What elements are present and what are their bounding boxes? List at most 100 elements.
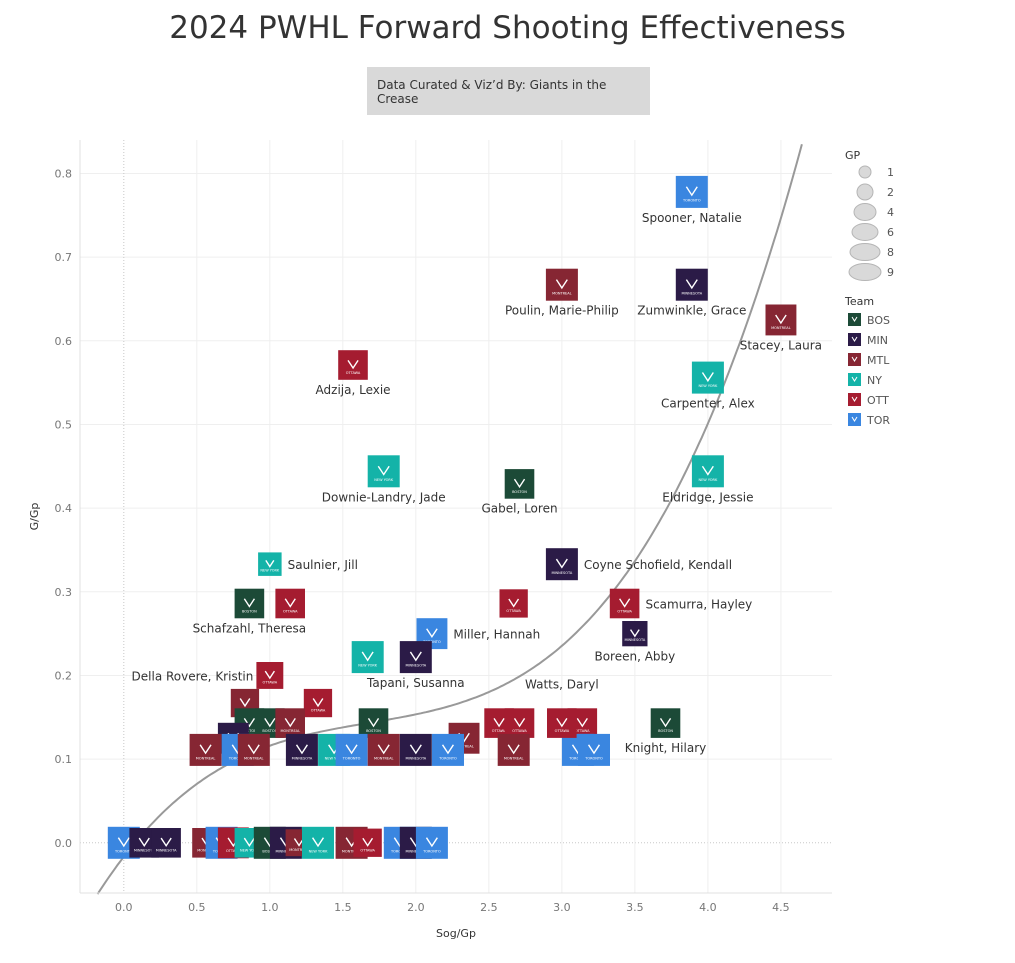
team-logo-text: TORONTO [114, 849, 133, 853]
team-logo-icon [362, 837, 374, 847]
point-label: Knight, Hilary [625, 741, 706, 755]
point-marker [399, 733, 432, 766]
team-logo-icon [513, 478, 526, 489]
point-marker [256, 662, 284, 689]
point-label: Stacey, Laura [740, 338, 822, 352]
team-logo-icon [851, 316, 858, 322]
team-logo-icon [555, 279, 568, 290]
team-logo-icon [265, 560, 275, 568]
data-point-mtl: MONTREAL [237, 733, 270, 766]
team-logo-icon [507, 744, 520, 755]
point-label: Adzija, Lexie [316, 383, 391, 397]
team-logo-icon [701, 372, 714, 383]
team-logo-text: OTTAWA [575, 729, 590, 733]
team-logo-text: TORONTO [584, 757, 603, 761]
legend-team-swatch [848, 393, 861, 406]
point-label: Poulin, Marie-Philip [505, 304, 619, 318]
data-point-ott: OTTAWA [547, 708, 577, 738]
data-point-tor: TORONTO [675, 175, 708, 208]
team-logo-text: MINNESOTA [292, 757, 313, 761]
point-marker [504, 708, 535, 738]
x-tick-label: 0.5 [188, 901, 206, 914]
grid-layer [80, 140, 832, 893]
x-tick-label: 1.0 [261, 901, 279, 914]
x-tick-label: 2.5 [480, 901, 498, 914]
y-tick-label: 0.0 [55, 837, 73, 850]
legend-team-swatch [848, 373, 861, 386]
point-marker [675, 175, 708, 208]
data-point-min: MINNESOTA [675, 268, 708, 301]
y-axis-title: G/Gp [28, 503, 41, 531]
team-logo-icon [295, 744, 308, 755]
point-marker [499, 589, 528, 618]
point-marker [275, 708, 305, 738]
data-point-tor: TORONTO [335, 733, 368, 766]
team-logo-text: MONTREAL [281, 729, 301, 733]
team-logo-icon [367, 718, 380, 728]
legend-team-label: MTL [867, 354, 890, 367]
label-layer: Spooner, Natalie Poulin, Marie-Philip Zumw… [132, 211, 822, 755]
point-marker [237, 733, 270, 766]
data-point-ny: NEW YORK [691, 361, 724, 394]
legend-team-title: Team [844, 295, 874, 308]
team-logo-icon [493, 718, 505, 728]
team-logo-icon [685, 279, 698, 290]
team-logo-icon [851, 356, 858, 362]
x-tick-label: 4.0 [699, 901, 717, 914]
team-logo-icon [851, 396, 858, 402]
legend-size-label: 9 [887, 266, 894, 279]
team-logo-icon [409, 651, 422, 662]
x-tick-label: 3.0 [553, 901, 571, 914]
team-logo-text: TORONTO [342, 757, 361, 761]
data-point-ott: OTTAWA [499, 589, 528, 618]
team-logo-icon [377, 465, 390, 476]
trend-layer [96, 144, 803, 895]
point-label: Eldridge, Jessie [662, 490, 753, 504]
data-point-ny: NEW YORK [367, 455, 400, 488]
point-label: Gabel, Loren [481, 502, 557, 516]
point-marker [303, 688, 333, 718]
team-logo-text: OTTAWA [360, 848, 375, 852]
x-axis-title: Sog/Gp [436, 927, 476, 940]
point-label: Miller, Hannah [453, 628, 540, 642]
data-point-bos: BOSTON [650, 708, 681, 738]
point-marker [189, 733, 222, 766]
point-marker [367, 455, 400, 488]
point-marker [765, 304, 797, 336]
team-logo-icon [243, 837, 256, 848]
point-marker [258, 552, 282, 576]
team-logo-text: TORONTO [438, 757, 457, 761]
team-logo-icon [425, 837, 438, 848]
team-logo-text: MINNESOTA [156, 849, 177, 853]
point-marker [675, 268, 708, 301]
y-tick-label: 0.4 [55, 502, 73, 515]
point-marker [353, 828, 382, 857]
legend-team-label: MIN [867, 334, 888, 347]
y-tick-label: 0.1 [55, 753, 73, 766]
data-point-ott: OTTAWA [275, 588, 305, 619]
data-point-mtl: MONTREAL [545, 268, 578, 301]
data-point-ott: OTTAWA [504, 708, 535, 738]
legend-size-label: 4 [887, 206, 894, 219]
legend-size-circle [853, 203, 877, 221]
legend-size-label: 2 [887, 186, 894, 199]
point-label: Saulnier, Jill [288, 558, 358, 572]
team-logo-icon [347, 359, 359, 370]
legend-team-label: TOR [866, 414, 890, 427]
data-point-min: MINNESOTA [545, 548, 578, 581]
chart-title: 2024 PWHL Forward Shooting Effectiveness [169, 10, 846, 46]
team-logo-text: MINNESOTA [624, 638, 645, 642]
team-logo-icon [587, 744, 601, 755]
point-marker [302, 826, 334, 859]
team-logo-text: MONTREAL [342, 849, 362, 853]
data-point-ott: OTTAWA [303, 688, 333, 718]
team-logo-text: BOSTON [242, 609, 257, 613]
legend-size-circle [848, 263, 882, 281]
team-logo-text: OTTAWA [346, 371, 361, 375]
point-marker [358, 708, 389, 738]
point-marker [275, 588, 305, 619]
team-logo-icon [409, 744, 422, 755]
team-logo-icon [513, 718, 526, 728]
data-point-min: MINNESOTA [399, 733, 432, 766]
